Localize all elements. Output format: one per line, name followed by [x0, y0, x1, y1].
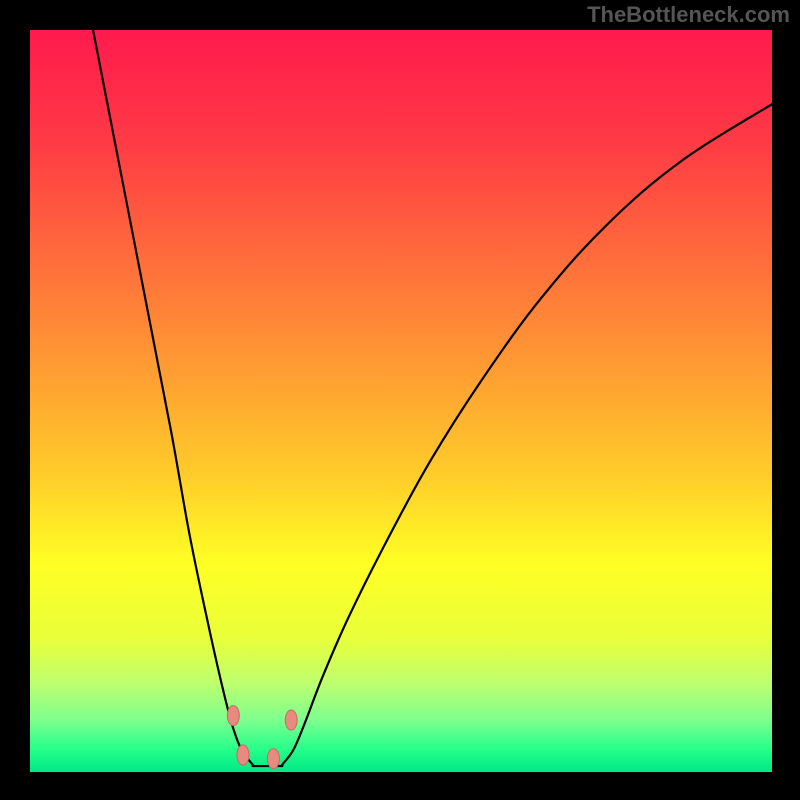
- data-marker: [227, 706, 239, 726]
- watermark-text: TheBottleneck.com: [587, 2, 790, 28]
- bottleneck-chart: [0, 0, 800, 800]
- plot-area: [30, 30, 772, 772]
- data-marker: [237, 745, 249, 765]
- data-marker: [267, 749, 279, 769]
- data-marker: [285, 710, 297, 730]
- chart-container: TheBottleneck.com: [0, 0, 800, 800]
